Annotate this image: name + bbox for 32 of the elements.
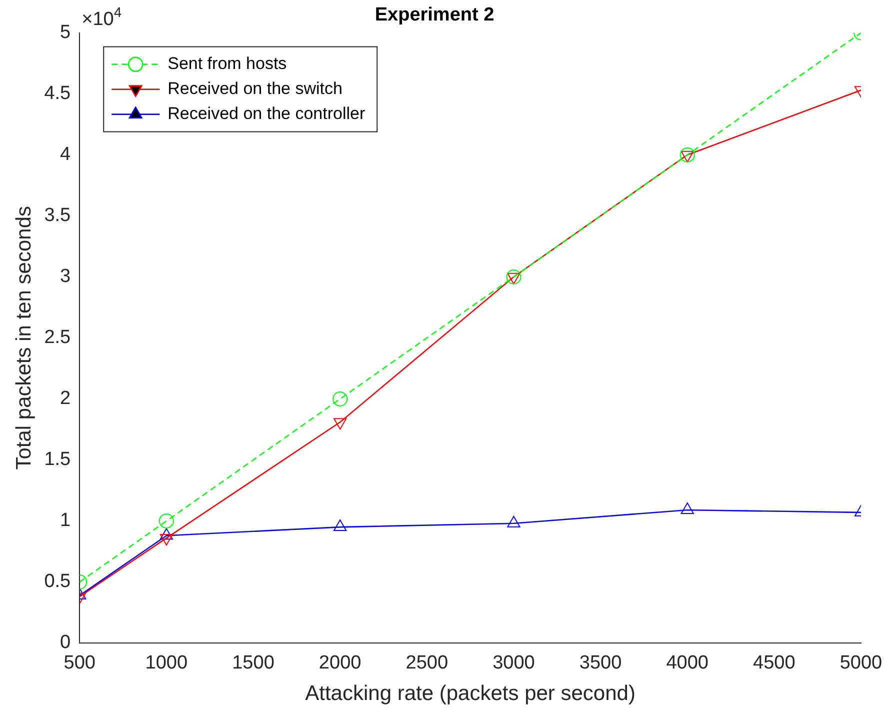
x-axis-title: Attacking rate (packets per second)	[305, 682, 636, 706]
chart-title: Experiment 2	[374, 4, 494, 26]
y-tick-label: 3	[60, 266, 71, 288]
x-tick-label: 1500	[232, 652, 274, 674]
x-tick-label: 5000	[840, 652, 882, 674]
x-tick-label: 2500	[406, 652, 448, 674]
y-tick-label: 5	[60, 22, 71, 44]
point	[507, 516, 520, 528]
legend-label: Received on the controller	[168, 104, 366, 123]
x-tick-label: 1000	[145, 652, 188, 674]
y-axis-title: Total packets in ten seconds	[12, 206, 36, 470]
x-tick-label: 2000	[318, 652, 362, 674]
y-tick-label: 1.5	[44, 449, 71, 470]
point	[507, 272, 520, 284]
y-tick-label: 4.5	[44, 83, 71, 104]
y-tick-label: 4	[60, 144, 72, 166]
x-tick-label: 500	[64, 652, 96, 674]
x-tick-label: 3000	[492, 652, 535, 674]
x-tick-label: 4500	[753, 652, 796, 674]
y-tick-label: 2	[60, 388, 71, 410]
point	[332, 391, 348, 406]
y-tick-label: 3.5	[44, 205, 71, 226]
y-tick-label: 0.5	[44, 571, 71, 592]
legend-label: Sent from hosts	[168, 54, 287, 73]
y-tick-label: 0	[60, 632, 71, 654]
x-tick-label: 3500	[579, 652, 622, 674]
x-tick-label: 4000	[666, 652, 708, 674]
point	[506, 269, 522, 284]
legend-label: Received on the switch	[168, 78, 342, 98]
y-tick-label: 1	[60, 510, 71, 532]
y-tick-label: 2.5	[44, 327, 71, 348]
point	[334, 520, 347, 532]
